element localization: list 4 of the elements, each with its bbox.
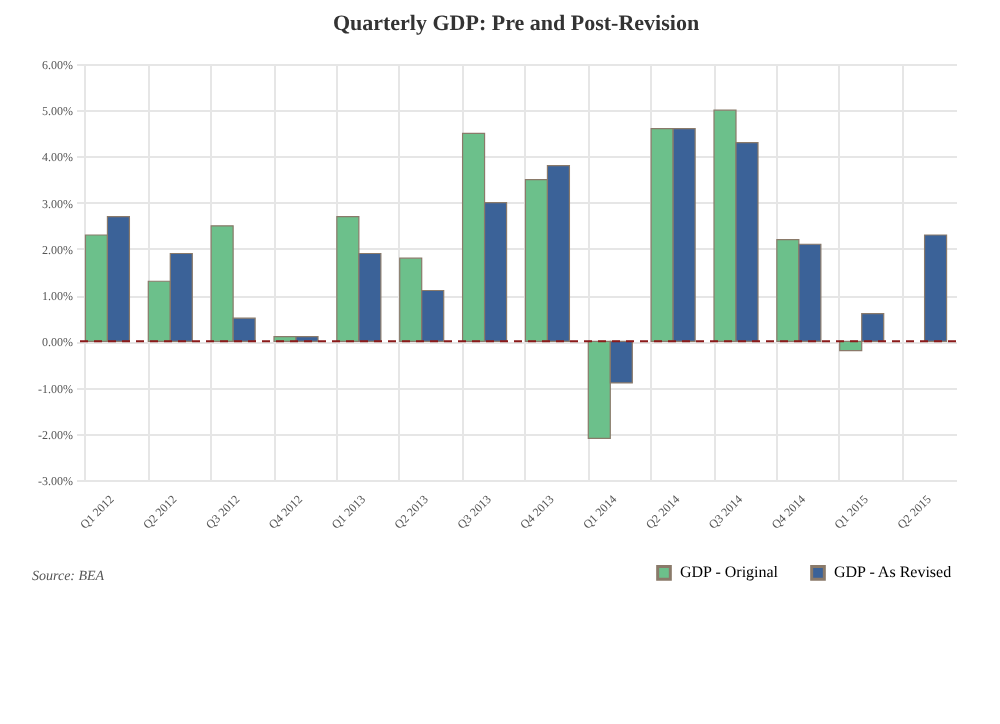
chart-title: Quarterly GDP: Pre and Post-Revision — [332, 12, 700, 36]
legend-label: GDP - As Revised — [834, 562, 952, 581]
bar — [923, 234, 948, 342]
legend-label: GDP - Original — [680, 562, 780, 581]
